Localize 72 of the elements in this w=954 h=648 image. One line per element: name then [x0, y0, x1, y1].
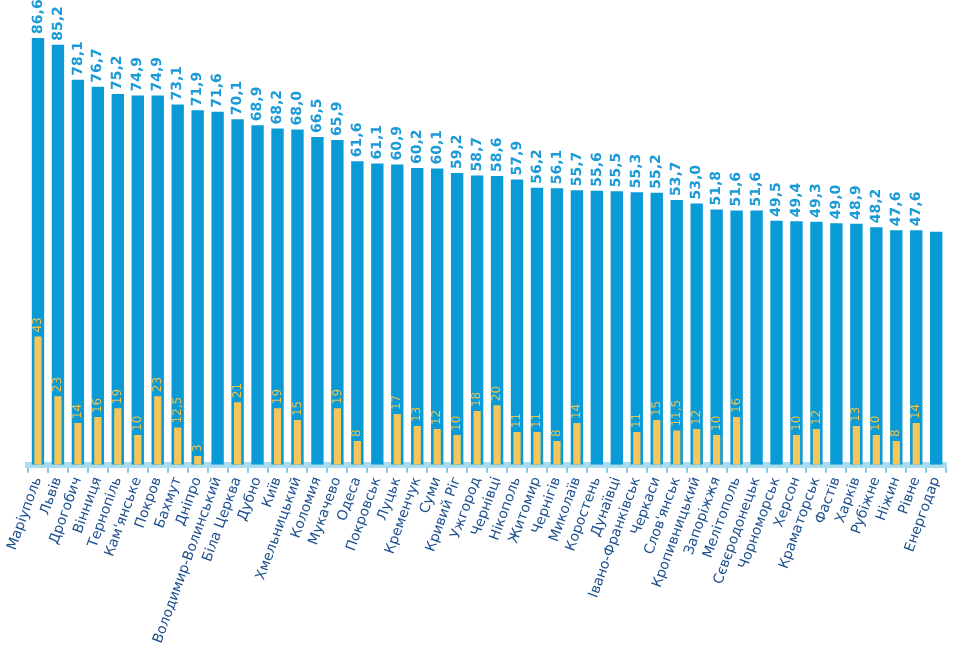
bar: [131, 95, 144, 465]
bar: [91, 86, 105, 465]
bar: [930, 231, 943, 465]
bar: [453, 435, 461, 465]
bar: [573, 423, 581, 465]
bar: [733, 417, 741, 465]
bar: [693, 429, 701, 465]
bar: [513, 432, 521, 465]
bar: [770, 220, 783, 465]
bar: [890, 230, 903, 465]
bar: [473, 411, 481, 465]
bar: [673, 430, 681, 465]
bar: [653, 420, 661, 465]
bar: [351, 161, 364, 465]
bar: [553, 440, 561, 465]
bar: [431, 168, 444, 465]
bar: [311, 136, 324, 465]
bar: [111, 94, 125, 465]
bar: [450, 172, 464, 465]
bar: [134, 435, 142, 465]
bar: [633, 432, 641, 465]
bar: [413, 426, 421, 465]
bar: [71, 79, 85, 465]
bar: [670, 200, 683, 465]
bar: [792, 435, 801, 465]
bar: [171, 104, 184, 465]
bar: [271, 128, 284, 465]
bar: [174, 427, 182, 465]
bar: [333, 408, 341, 465]
bar: [690, 203, 703, 465]
bar: [34, 336, 42, 465]
bar: [191, 110, 204, 465]
bar: [353, 440, 361, 465]
bar: [872, 435, 880, 465]
bar: [750, 210, 763, 465]
bar: [251, 125, 264, 465]
bar: [892, 440, 900, 465]
bar: [234, 402, 242, 465]
bar: [510, 179, 524, 465]
bar: [530, 187, 544, 465]
bar: [870, 227, 883, 465]
bar: [291, 129, 304, 465]
bar: [391, 164, 404, 465]
bar: [533, 432, 541, 465]
bar: [912, 423, 920, 465]
bar: [154, 396, 162, 465]
bar: [411, 168, 424, 465]
bar: [713, 435, 721, 465]
bar: [790, 221, 803, 465]
bar: [94, 417, 102, 465]
bar: [393, 414, 401, 465]
bar: [433, 429, 441, 465]
bar: [74, 423, 82, 465]
bar: [493, 405, 501, 465]
bar: [610, 191, 624, 465]
bar: [812, 429, 821, 465]
bar: [810, 221, 823, 465]
bar: [630, 192, 643, 465]
bar: [54, 396, 62, 465]
bar: [852, 426, 860, 465]
bar: [273, 408, 282, 465]
bar: [550, 188, 564, 465]
bar: [211, 111, 224, 465]
bar: [114, 408, 122, 465]
bar: [293, 420, 302, 465]
bar: [710, 209, 723, 465]
bar: [371, 163, 384, 465]
bar: [590, 190, 604, 465]
bar: [830, 223, 843, 465]
bar: [231, 119, 244, 465]
bar: [331, 139, 344, 465]
bar: [850, 223, 863, 465]
